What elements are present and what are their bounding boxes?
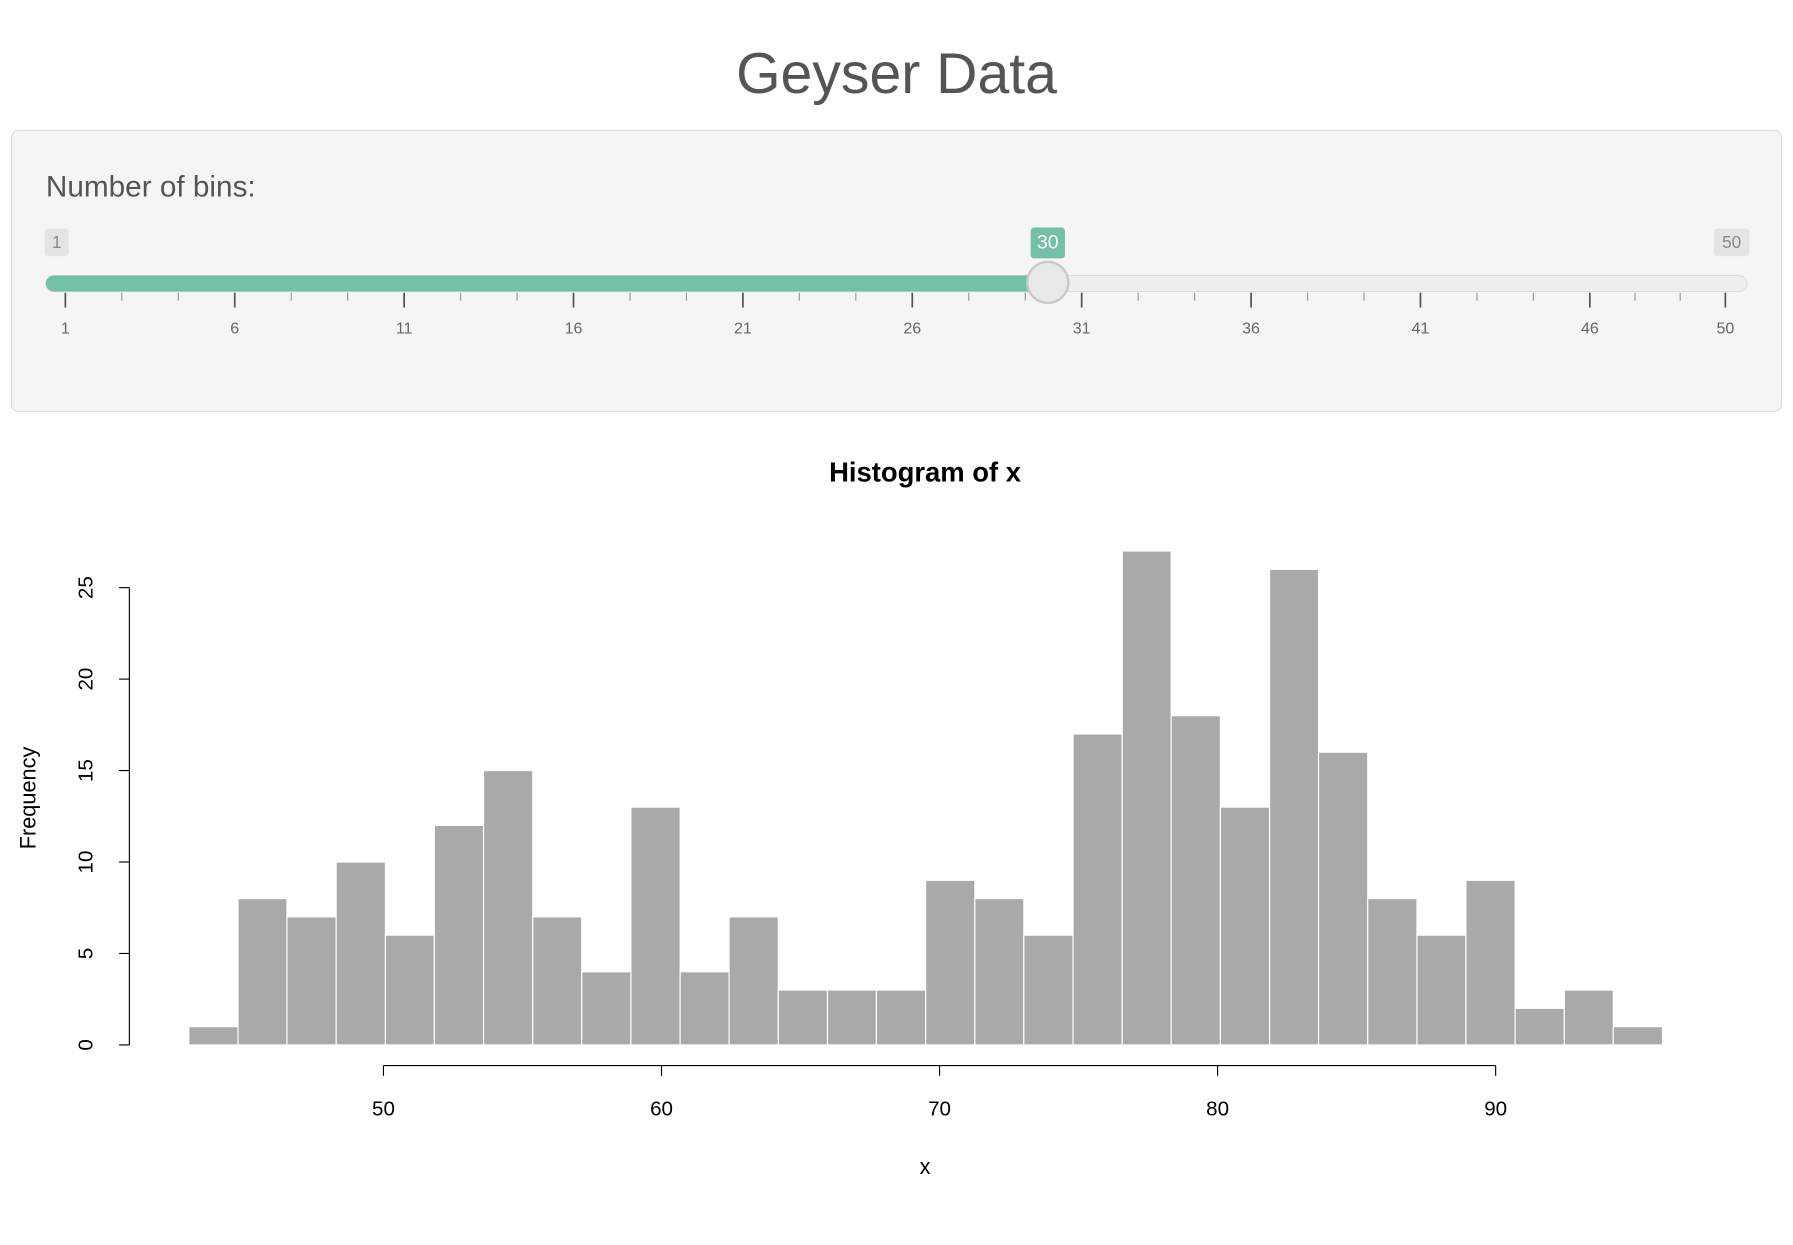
bar	[286, 916, 337, 1046]
slider-max-label: 50	[1722, 232, 1741, 252]
bar	[433, 824, 485, 1046]
bar	[1514, 1007, 1565, 1046]
x-axis-label: x	[920, 1154, 931, 1179]
bar	[826, 989, 878, 1046]
slider-min-box	[44, 228, 69, 257]
bar	[1023, 934, 1074, 1046]
y-tick-label: 20	[75, 668, 98, 691]
slider-value-label: 30	[1037, 232, 1059, 254]
bar	[335, 861, 386, 1046]
y-tick-label: 10	[75, 851, 98, 874]
slider-tick-label: 31	[1073, 320, 1091, 337]
slider-tick-label: 26	[903, 320, 921, 337]
bar	[581, 971, 632, 1046]
bar	[679, 971, 730, 1046]
chart-title: Histogram of x	[829, 457, 1022, 488]
bar	[1219, 806, 1271, 1046]
bar	[630, 806, 681, 1046]
bar	[237, 898, 288, 1046]
slider-fill	[45, 275, 1048, 292]
slider-tick-label: 16	[565, 320, 583, 337]
bar	[728, 916, 779, 1046]
bar	[1563, 989, 1614, 1046]
bar	[1367, 898, 1418, 1046]
x-tick-label: 90	[1484, 1098, 1507, 1121]
slider-tick-label: 36	[1242, 320, 1260, 337]
bar	[925, 879, 976, 1046]
slider-tick-label: 21	[734, 320, 752, 337]
page-title: Geyser Data	[736, 42, 1057, 106]
bar	[875, 989, 927, 1046]
slider-label: Number of bins:	[46, 170, 256, 203]
y-tick-label: 15	[75, 759, 98, 782]
bar	[777, 989, 829, 1046]
x-tick-label: 80	[1206, 1098, 1229, 1121]
slider-value-box	[1030, 227, 1065, 259]
slider-tick-label: 6	[230, 320, 239, 337]
bar	[974, 898, 1025, 1046]
bar	[1465, 879, 1516, 1046]
bar	[1170, 715, 1221, 1046]
x-tick-label: 60	[650, 1098, 673, 1121]
slider-tick-label: 1	[61, 320, 70, 337]
y-axis-label: Frequency	[16, 747, 41, 850]
slider-handle[interactable]	[1026, 260, 1070, 305]
x-tick-label: 70	[928, 1098, 951, 1121]
slider-tick-label: 50	[1716, 320, 1734, 337]
bar	[482, 769, 534, 1046]
y-tick-label: 25	[75, 576, 98, 599]
slider-tick-label: 46	[1581, 320, 1599, 337]
y-tick-label: 0	[75, 1039, 98, 1050]
slider-tick-label: 41	[1412, 320, 1430, 337]
bar	[384, 934, 435, 1046]
bar	[532, 916, 583, 1046]
y-tick-label: 5	[75, 948, 98, 959]
bar	[1121, 550, 1172, 1046]
bar	[1317, 751, 1369, 1046]
bar	[188, 1026, 239, 1046]
x-tick-label: 50	[372, 1098, 395, 1121]
slider-max-box	[1713, 228, 1750, 257]
slider-min-label: 1	[52, 232, 62, 252]
sidebar-panel	[11, 129, 1782, 413]
bar	[1612, 1026, 1664, 1046]
slider-tick-label: 11	[396, 320, 413, 337]
bar	[1072, 733, 1123, 1046]
bar	[1416, 934, 1467, 1046]
bar	[1269, 568, 1320, 1046]
